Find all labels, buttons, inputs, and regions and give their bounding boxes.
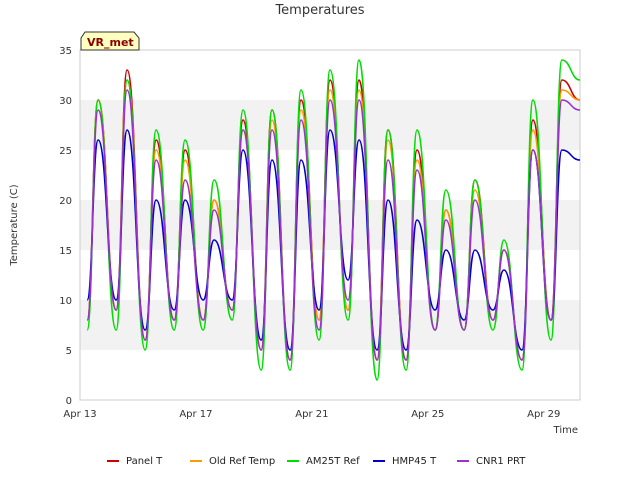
chart-title: Temperatures (274, 3, 364, 18)
legend-label: AM25T Ref (306, 456, 360, 467)
y-tick-label: 25 (59, 146, 72, 157)
legend-label: Old Ref Temp (209, 456, 275, 467)
x-axis-label: Time (553, 425, 578, 436)
plot-area (79, 49, 581, 401)
x-tick-label: Apr 17 (179, 409, 212, 420)
x-tick-label: Apr 13 (63, 409, 96, 420)
legend-label: Panel T (126, 456, 163, 467)
station-tag: VR_met (80, 31, 140, 51)
station-tag-label: VR_met (87, 36, 134, 49)
y-tick-label: 0 (66, 396, 72, 407)
y-tick-label: 20 (59, 196, 72, 207)
y-tick-label: 5 (66, 346, 72, 357)
y-tick-label: 15 (59, 246, 72, 257)
y-tick-label: 30 (59, 96, 72, 107)
legend: Panel T Old Ref Temp AM25T Ref HMP45 T CNR1 … (107, 456, 526, 467)
legend-label: HMP45 T (392, 456, 437, 467)
axis-ticks: 0 5 10 15 20 25 30 35 Apr 13 Apr 17 Apr 21 Apr 25 Ap… (59, 46, 560, 420)
grid-band (80, 200, 580, 250)
series-line-cnr1-prt (86, 89, 581, 361)
legend-label: CNR1 PRT (476, 456, 526, 467)
y-axis-label: Temperature (C) (9, 184, 20, 266)
x-tick-label: Apr 25 (411, 409, 444, 420)
series-lines (86, 59, 581, 381)
grid-band (80, 300, 580, 350)
grid-band (80, 100, 580, 150)
y-tick-label: 35 (59, 46, 72, 57)
y-tick-label: 10 (59, 296, 72, 307)
x-tick-label: Apr 29 (527, 409, 560, 420)
x-tick-label: Apr 21 (295, 409, 328, 420)
